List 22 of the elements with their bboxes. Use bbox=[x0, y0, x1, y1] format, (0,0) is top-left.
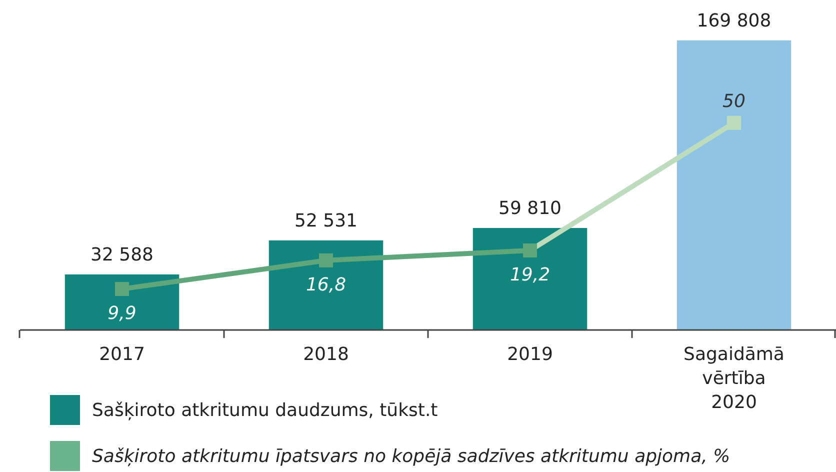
x-tick-label: 2017 bbox=[99, 344, 145, 365]
data-label: 32 588 bbox=[90, 244, 154, 266]
data-label: 50 bbox=[722, 90, 746, 112]
bar bbox=[268, 240, 384, 330]
legend-label: Sašķiroto atkritumu daudzums, tūkst.t bbox=[92, 400, 438, 421]
data-label: 169 808 bbox=[696, 10, 772, 32]
bar bbox=[64, 274, 180, 330]
point bbox=[115, 282, 129, 296]
legend-label: Sašķiroto atkritumu īpatsvars no kopējā sadzīves atkritumu apjoma, % bbox=[92, 446, 730, 467]
point bbox=[523, 243, 537, 258]
bar bbox=[676, 40, 792, 330]
data-label: 52 531 bbox=[294, 210, 358, 232]
data-label: 19,2 bbox=[510, 264, 550, 286]
data-label: 16,8 bbox=[306, 274, 346, 296]
data-label: 59 810 bbox=[498, 198, 562, 219]
point bbox=[319, 253, 333, 268]
x-tick-label: 2018 bbox=[303, 344, 349, 365]
point bbox=[727, 116, 741, 130]
bar bbox=[472, 228, 588, 330]
x-tick-label: Sagaidāmā vērtība 2020 bbox=[684, 344, 784, 413]
x-tick-label: 2019 bbox=[507, 344, 553, 365]
data-label: 9,9 bbox=[108, 302, 136, 324]
